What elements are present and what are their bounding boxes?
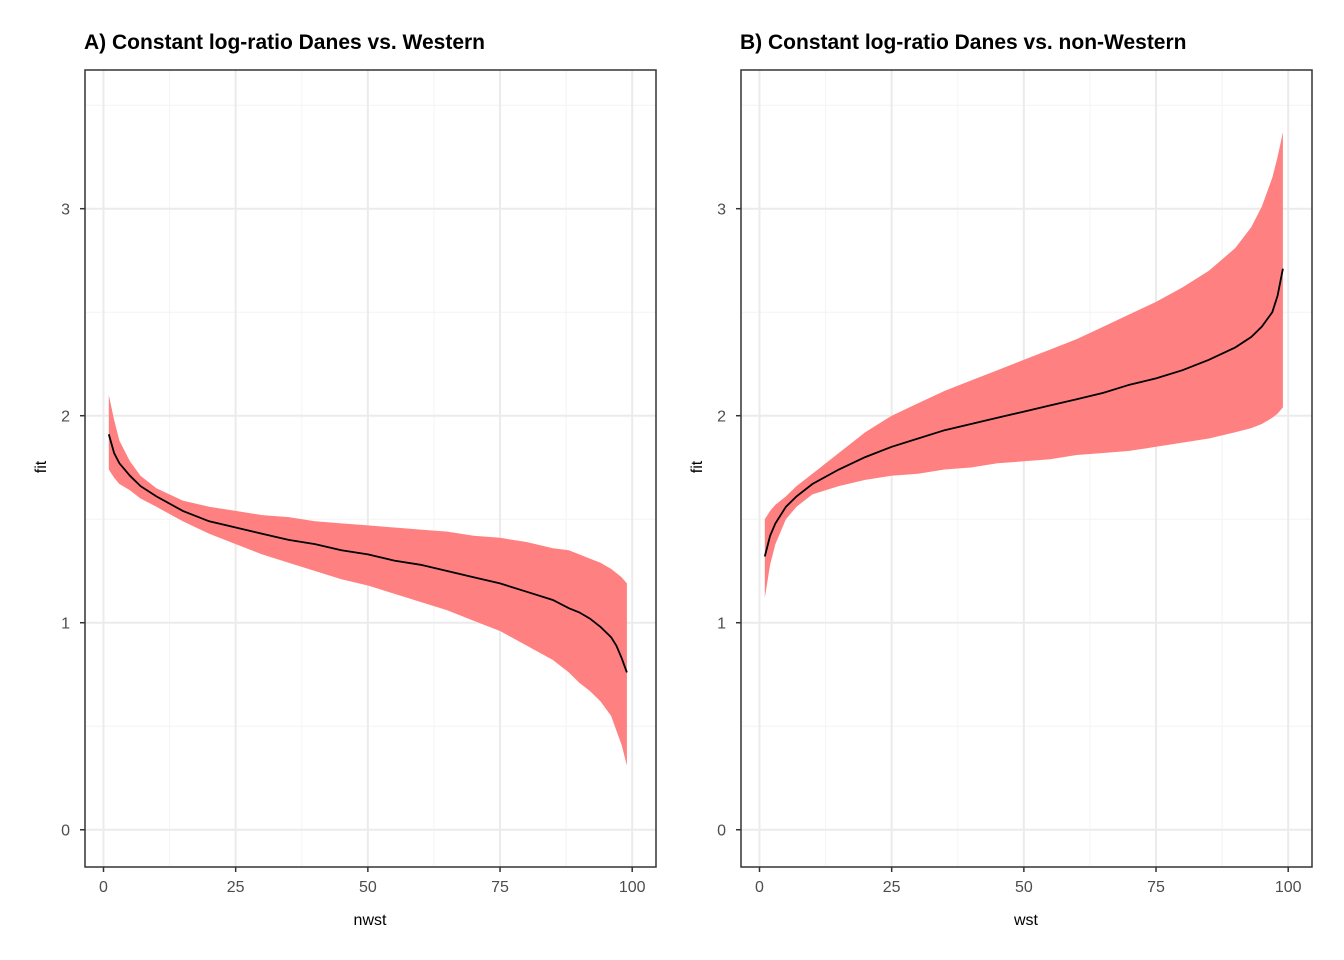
panel-a: A) Constant log-ratio Danes vs. Western … xyxy=(33,31,657,929)
x-tick-label-a: 25 xyxy=(227,879,245,896)
y-tick-label-b: 3 xyxy=(717,202,726,219)
confidence-ribbon-a xyxy=(108,395,627,766)
y-axis-title-b: fit xyxy=(689,460,706,473)
x-tick-label-a: 75 xyxy=(491,879,509,896)
x-tick-label-a: 50 xyxy=(359,879,377,896)
y-tick-label-b: 2 xyxy=(717,409,726,426)
y-tick-label-a: 2 xyxy=(61,409,70,426)
y-axis-title-a: fit xyxy=(33,460,50,473)
x-tick-label-a: 100 xyxy=(619,879,646,896)
y-tick-label-a: 0 xyxy=(61,823,70,840)
x-tick-label-b: 75 xyxy=(1147,879,1165,896)
x-axis-title-a: nwst xyxy=(354,912,387,929)
panel-title-b: B) Constant log-ratio Danes vs. non-West… xyxy=(740,31,1187,54)
panel-title-a: A) Constant log-ratio Danes vs. Western xyxy=(84,31,485,54)
confidence-ribbon-b xyxy=(764,132,1283,598)
fit-line-a xyxy=(107,434,628,673)
plot-background-a xyxy=(85,70,656,867)
x-tick-label-a: 0 xyxy=(99,879,108,896)
x-axis-title-b: wst xyxy=(1013,912,1039,929)
y-tick-label-a: 1 xyxy=(61,616,70,633)
y-tick-label-a: 3 xyxy=(61,202,70,219)
panel-b: B) Constant log-ratio Danes vs. non-West… xyxy=(689,31,1313,929)
fit-line-b xyxy=(763,268,1284,557)
y-tick-label-b: 1 xyxy=(717,616,726,633)
y-tick-label-b: 0 xyxy=(717,823,726,840)
x-tick-label-b: 50 xyxy=(1015,879,1033,896)
panel-border-a xyxy=(84,69,657,868)
x-tick-label-b: 25 xyxy=(883,879,901,896)
x-tick-label-b: 100 xyxy=(1275,879,1302,896)
panel-border-b xyxy=(740,69,1313,868)
x-tick-label-b: 0 xyxy=(755,879,764,896)
